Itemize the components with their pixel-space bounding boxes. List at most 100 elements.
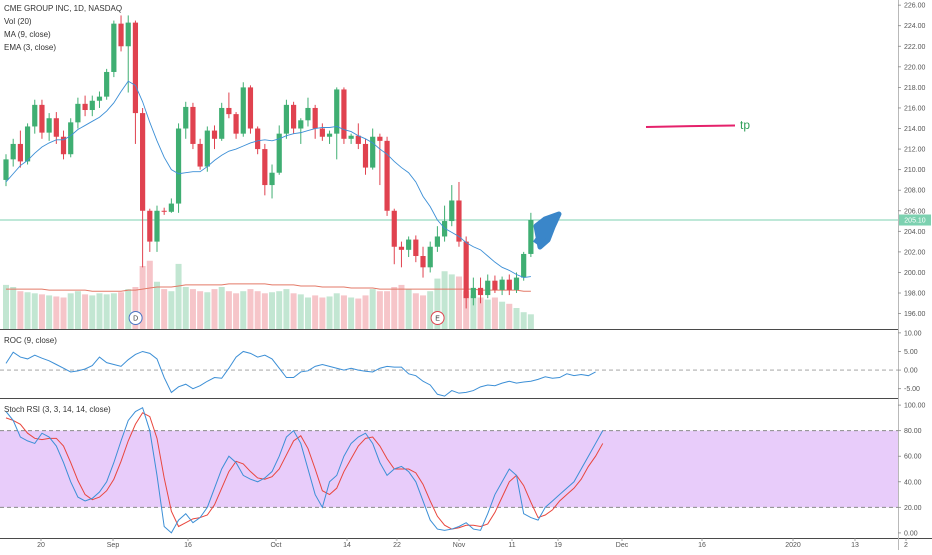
date-tick-label: 19 [554,542,562,549]
volume-bar [161,289,168,329]
volume-bar [491,297,498,329]
candle-body [68,122,74,155]
candle-body [291,104,297,129]
volume-bar [110,293,117,329]
candle-body [355,135,361,144]
volume-bar [405,289,412,329]
candle-body [168,203,174,212]
dividend-marker-label: D [133,316,138,323]
candle-body [219,107,225,139]
date-tick-label: 16 [184,542,192,549]
candle-body [269,172,275,186]
tp-text: tp [740,118,750,132]
last-price-badge [899,214,931,226]
stoch-d-line [5,412,604,530]
candle-body [60,136,67,155]
candle-body [283,104,290,134]
volume-bar [520,312,527,329]
candle-body [377,136,383,141]
volume-bar [182,287,189,329]
candle-body [226,107,232,115]
volume-bar [82,294,89,329]
ema-indicator-label: EMA (3, close) [4,43,57,52]
volume-bar [60,297,67,329]
candle-body [521,253,527,278]
candle-body [10,143,16,160]
candle-body [3,159,9,180]
volume-bar [441,271,448,329]
stoch-tick-label: 80.00 [904,428,922,435]
volume-bar [233,293,240,329]
candle-body [341,89,347,139]
candle-body [398,246,405,250]
date-tick-label: 22 [393,542,401,549]
candle-body [39,104,45,133]
volume-bar [369,289,376,329]
volume-bar [118,292,125,329]
volume-bar [46,295,53,329]
volume-bar [139,266,146,329]
price-tick-label: 196.00 [904,311,926,318]
volume-bar [470,295,477,329]
volume-bar [204,292,211,329]
candle-body [470,287,476,299]
candle-body [46,118,52,133]
volume-bar [254,291,261,329]
price-tick-label: 216.00 [904,105,926,112]
price-tick-label: 206.00 [904,208,926,215]
date-tick-label: 14 [343,542,351,549]
price-tick-label: 222.00 [904,44,926,51]
candle-body [118,23,124,47]
volume-bar [31,293,38,329]
candle-body [305,107,311,121]
candle-body [276,133,282,173]
candle-body [161,210,167,212]
candle-body [492,280,498,290]
volume-bar [513,308,520,329]
volume-bar [319,297,326,329]
volume-bar [304,297,311,329]
volume-bar [225,291,232,329]
candle-body [312,107,318,129]
volume-bar [153,281,160,329]
volume-bar [312,295,319,329]
candle-body [485,280,491,296]
last-price-label: 205.10 [904,218,926,225]
volume-bar [477,297,484,329]
candle-body [132,22,139,114]
up-arrow-icon [532,211,562,250]
volume-bar [276,291,283,329]
candle-body [406,239,412,250]
volume-bar [269,292,276,329]
candle-body [463,241,469,299]
candle-body [334,89,340,134]
volume-bar [340,295,347,329]
candle-body [255,128,261,150]
dividend-marker [128,311,143,325]
roc-line [5,350,596,397]
stoch-tick-label: 60.00 [904,454,922,461]
volume-bar [218,287,225,329]
candle-body [413,239,419,257]
candle-body [204,130,210,167]
volume-bar [427,291,434,329]
date-tick-label: 11 [508,542,515,549]
price-tick-label: 200.00 [904,270,926,277]
price-tick-label: 226.00 [904,3,926,10]
price-tick-label: 202.00 [904,249,926,256]
candle-body [96,96,103,101]
tp-line [645,124,736,128]
volume-ma-line [6,283,531,292]
volume-bar [175,263,182,329]
volume-bar [38,294,45,329]
volume-bar [197,291,204,329]
roc-tick-label: -5.00 [904,386,920,393]
date-tick-label: 2020 [785,542,801,549]
price-tick-label: 224.00 [904,23,926,30]
candle-body [111,23,117,72]
candle-body [319,128,325,137]
candle-body [449,200,455,222]
date-tick-label: 20 [37,542,45,549]
